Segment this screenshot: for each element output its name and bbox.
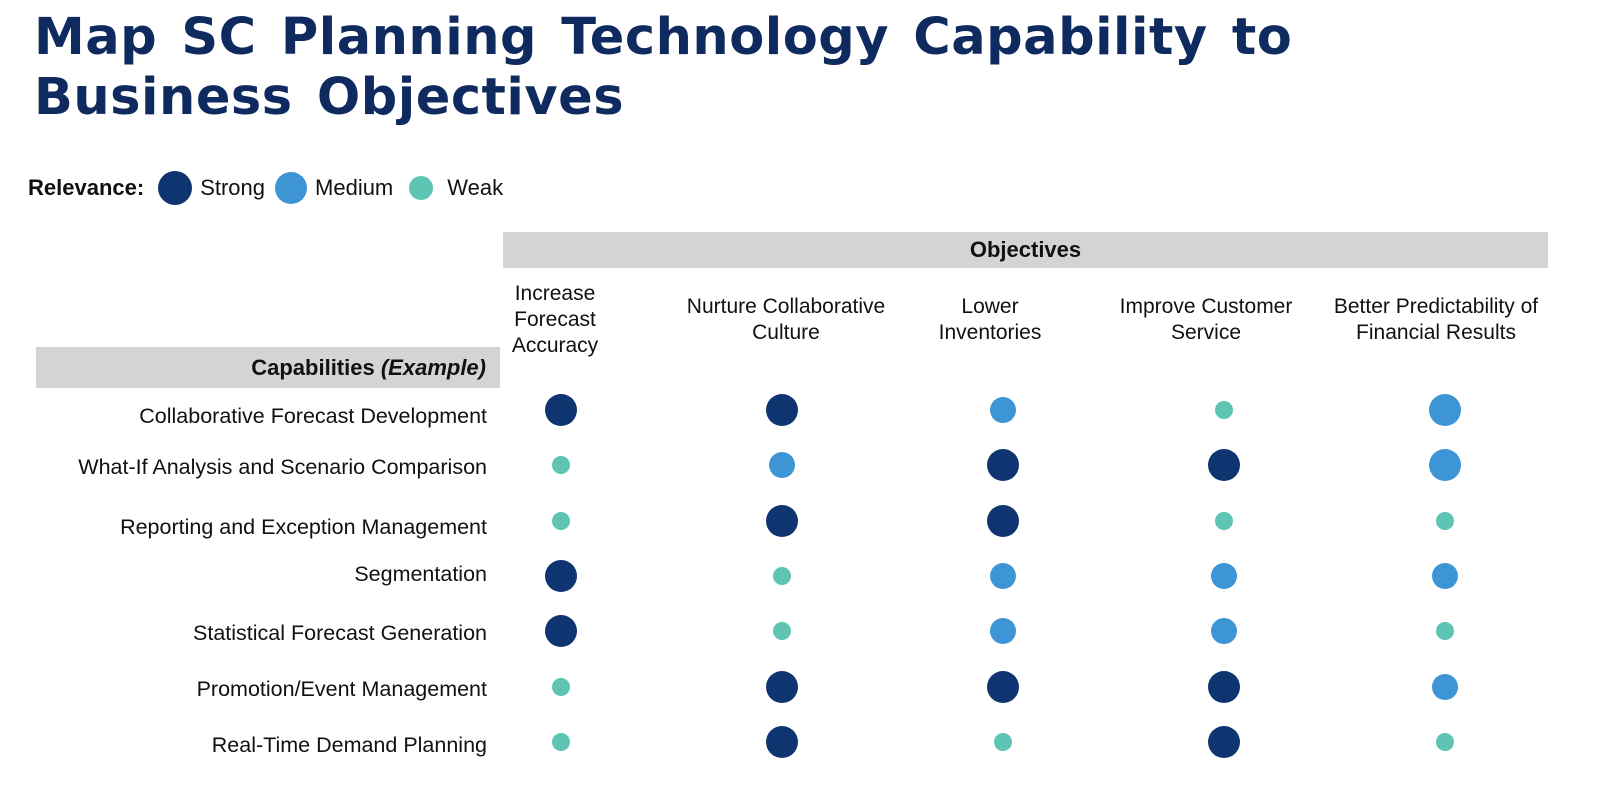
capability-label: Collaborative Forecast Development: [139, 404, 487, 428]
capability-label: Reporting and Exception Management: [120, 515, 487, 539]
relevance-dot-weak: [1436, 512, 1454, 530]
relevance-dot-medium: [990, 618, 1016, 644]
objective-header: Increase Forecast Accuracy: [511, 282, 599, 357]
relevance-dot-medium: [990, 397, 1016, 423]
relevance-dot-medium: [1429, 394, 1461, 426]
relevance-dot-weak: [552, 678, 570, 696]
relevance-dot-weak: [1215, 512, 1233, 530]
legend-label: Relevance:: [28, 175, 145, 200]
relevance-dot-medium: [769, 452, 795, 478]
relevance-dot-strong: [766, 505, 798, 537]
relevance-dot-strong: [987, 449, 1019, 481]
objectives-header-bar: Objectives: [503, 232, 1548, 268]
relevance-dot-weak: [773, 622, 791, 640]
relevance-dot-strong: [987, 671, 1019, 703]
capability-label: What-If Analysis and Scenario Comparison: [78, 455, 487, 479]
capability-label: Real-Time Demand Planning: [211, 733, 487, 757]
relevance-dot-strong: [1208, 449, 1240, 481]
legend-item-weak: Weak: [403, 175, 503, 201]
relevance-dot-medium: [1432, 674, 1458, 700]
relevance-dot-strong: [1208, 671, 1240, 703]
relevance-legend: Relevance: Strong Medium Weak: [28, 171, 513, 205]
relevance-dot-weak: [1436, 733, 1454, 751]
relevance-dot-medium: [1211, 563, 1237, 589]
relevance-dot-weak: [1436, 622, 1454, 640]
relevance-dot-strong: [766, 671, 798, 703]
medium-dot-icon: [275, 172, 308, 204]
capability-label: Statistical Forecast Generation: [193, 621, 487, 645]
relevance-dot-strong: [545, 394, 577, 426]
capability-label: Segmentation: [354, 562, 487, 586]
capabilities-title-suffix: (Example): [380, 354, 486, 380]
relevance-dot-medium: [1429, 449, 1461, 481]
relevance-dot-weak: [1215, 401, 1233, 419]
relevance-dot-strong: [766, 726, 798, 758]
relevance-dot-strong: [545, 615, 577, 647]
legend-item-medium: Medium: [275, 172, 393, 204]
page-title: Map SC Planning Technology Capability to…: [34, 8, 1293, 127]
relevance-dot-weak: [552, 733, 570, 751]
legend-item-label: Medium: [315, 175, 394, 200]
relevance-dot-medium: [990, 563, 1016, 589]
relevance-dot-strong: [766, 394, 798, 426]
relevance-dot-weak: [552, 456, 570, 474]
legend-item-label: Weak: [447, 175, 504, 200]
relevance-dot-weak: [994, 733, 1012, 751]
objective-header: Lower Inventories: [938, 295, 1042, 344]
objective-header: Improve Customer Service: [1119, 295, 1293, 344]
strong-dot-icon: [158, 171, 193, 205]
capabilities-header-bar: Capabilities (Example): [36, 347, 500, 388]
capability-label: Promotion/Event Management: [196, 677, 487, 701]
relevance-dot-weak: [773, 567, 791, 585]
relevance-dot-strong: [545, 560, 577, 592]
relevance-dot-strong: [1208, 726, 1240, 758]
relevance-dot-weak: [552, 512, 570, 530]
legend-item-label: Strong: [200, 175, 266, 200]
legend-item-strong: Strong: [158, 171, 265, 205]
capabilities-title: Capabilities: [251, 354, 375, 380]
objective-header: Better Predictability of Financial Resul…: [1333, 295, 1539, 344]
relevance-dot-strong: [987, 505, 1019, 537]
relevance-dot-medium: [1211, 618, 1237, 644]
relevance-dot-medium: [1432, 563, 1458, 589]
weak-dot-icon: [409, 176, 434, 200]
objective-header: Nurture Collaborative Culture: [686, 295, 886, 344]
